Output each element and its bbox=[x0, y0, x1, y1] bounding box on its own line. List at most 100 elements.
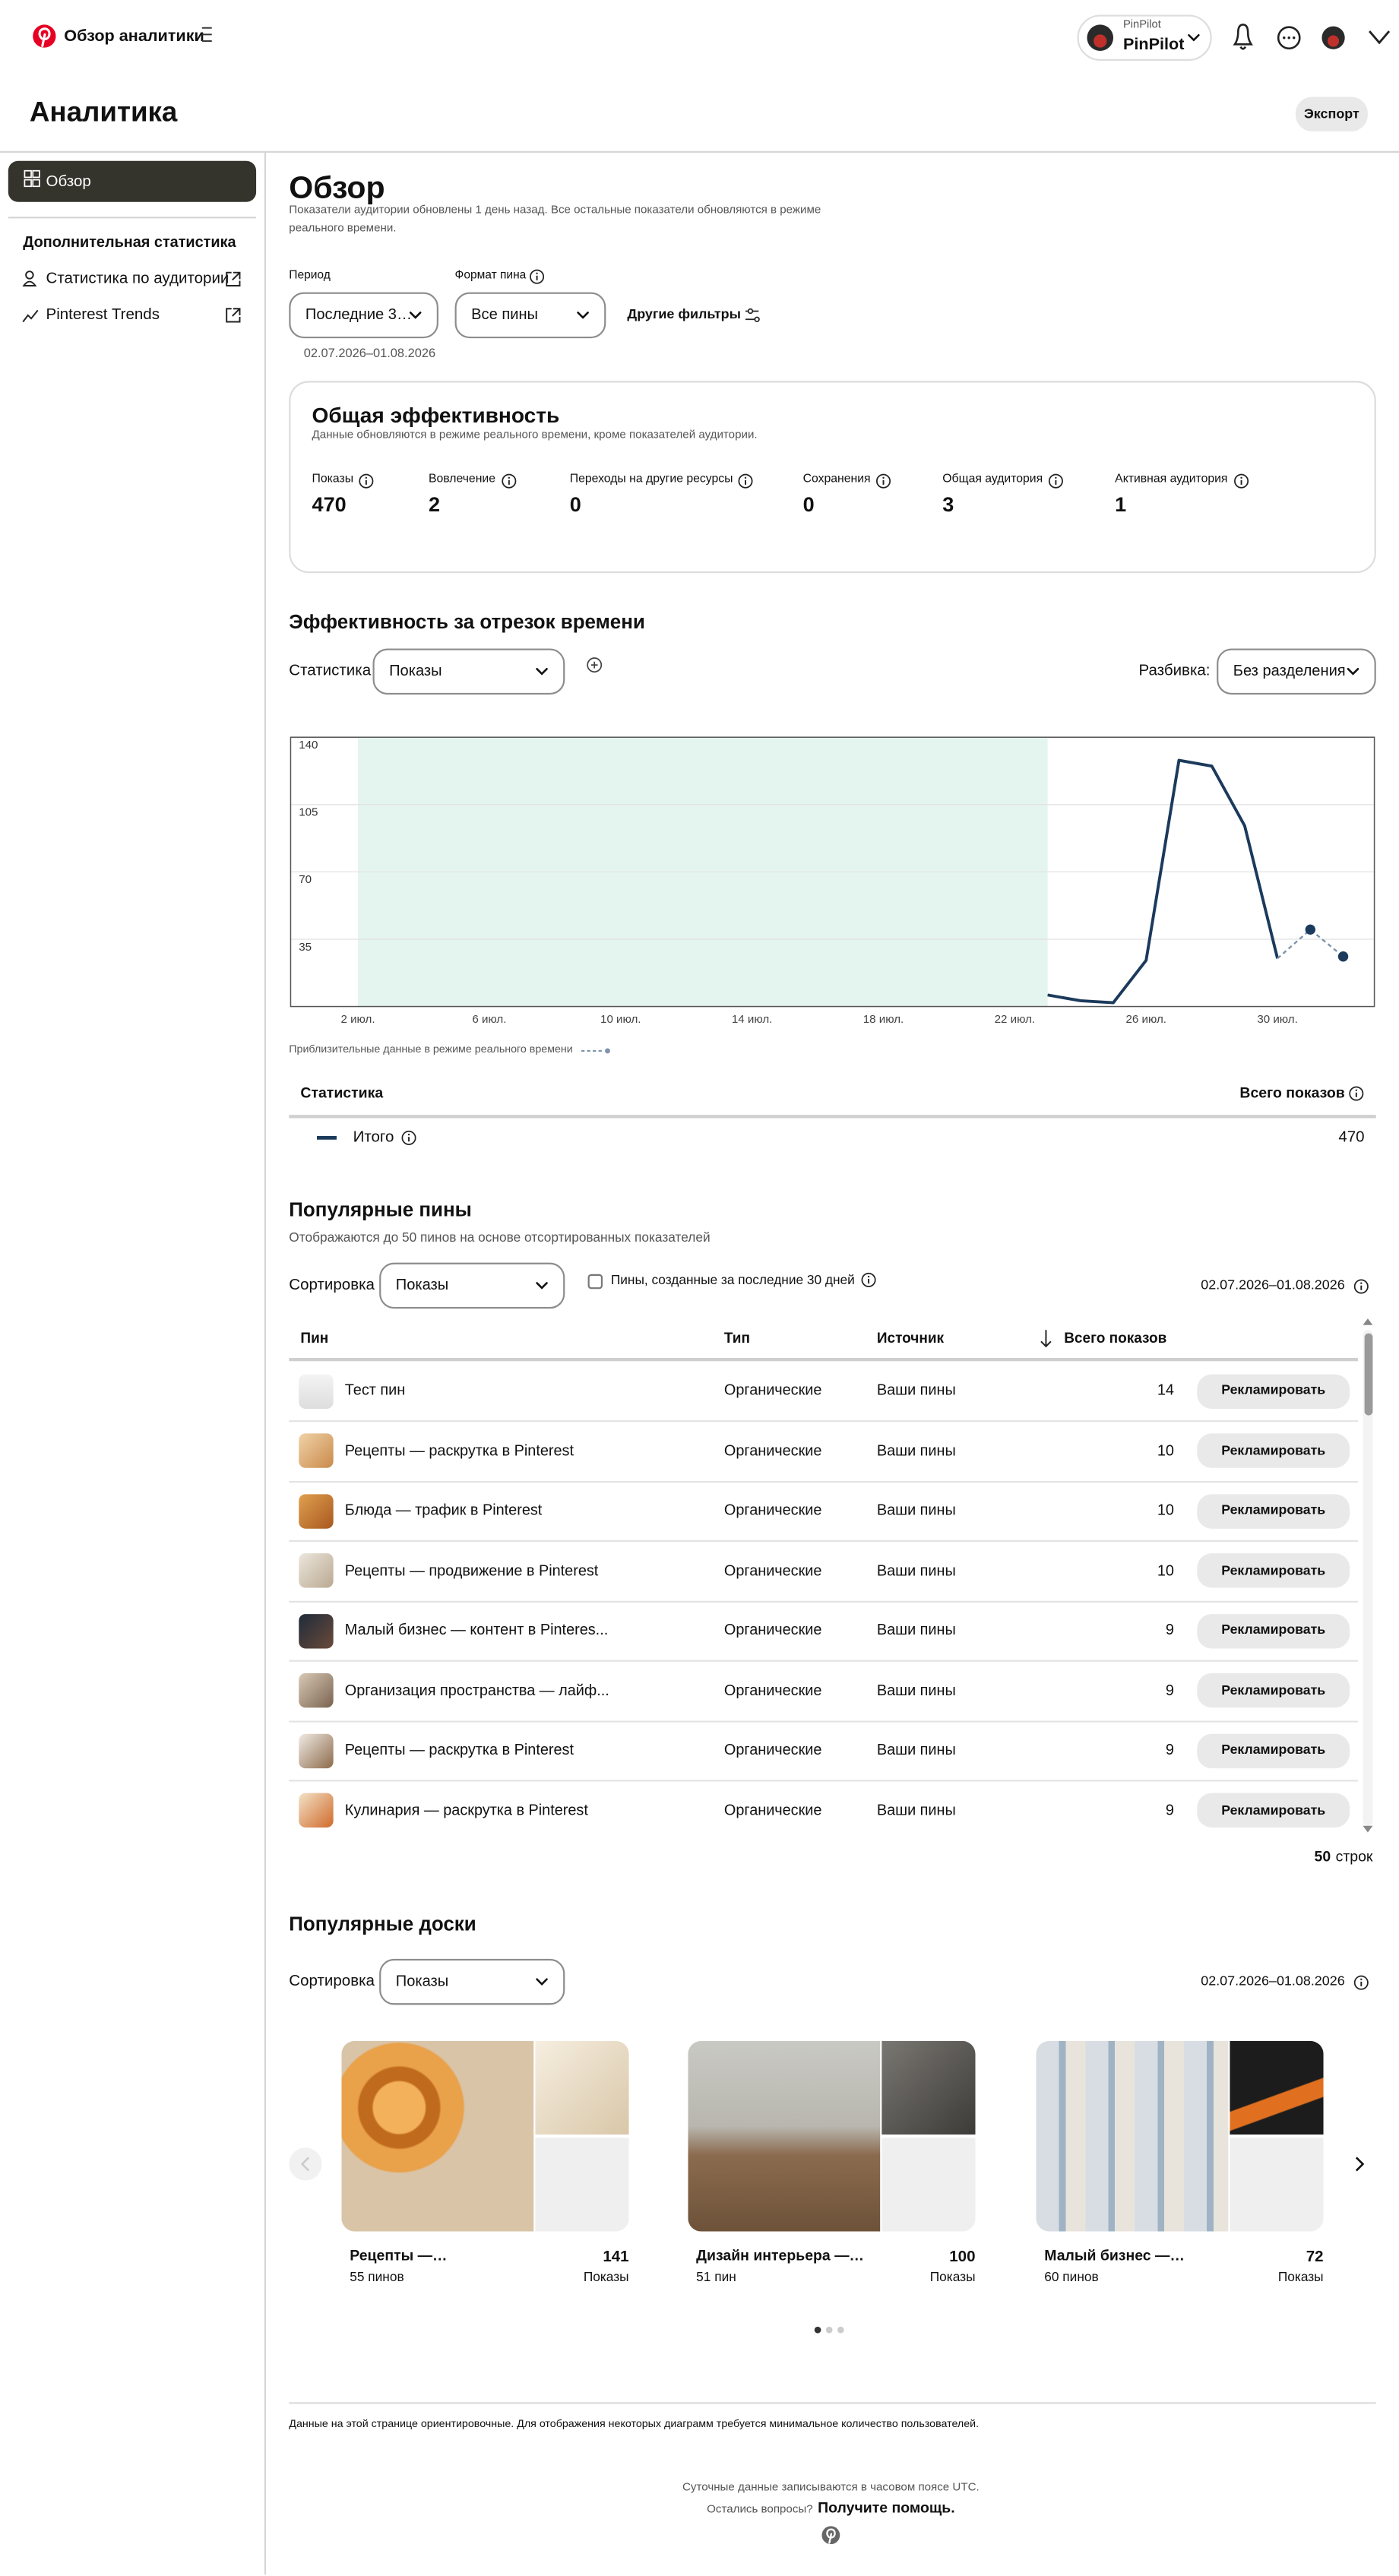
metric-dropdown-value[interactable]: Показы bbox=[389, 662, 442, 679]
pin-thumbnail[interactable] bbox=[299, 1433, 334, 1468]
promote-label[interactable]: Рекламировать bbox=[1221, 1802, 1326, 1818]
board-cover[interactable] bbox=[341, 2040, 629, 2232]
pin-title[interactable]: Тест пин bbox=[344, 1381, 406, 1398]
pinterest-logo-mark bbox=[826, 2528, 836, 2544]
pin-thumbnail[interactable] bbox=[299, 1673, 334, 1708]
board-name[interactable]: Дизайн интерьера —… bbox=[696, 2247, 865, 2264]
table-header-rule bbox=[289, 1115, 1376, 1119]
pin-title[interactable]: Блюда — трафик в Pinterest bbox=[344, 1502, 543, 1518]
sort-dropdown[interactable] bbox=[379, 1958, 565, 2005]
x-tick-label: 22 июл. bbox=[995, 1013, 1035, 1026]
promote-button[interactable] bbox=[1197, 1433, 1350, 1468]
board-name[interactable]: Рецепты —… bbox=[350, 2247, 448, 2264]
promote-label[interactable]: Рекламировать bbox=[1221, 1502, 1326, 1517]
table-header[interactable]: Всего показов bbox=[1064, 1329, 1167, 1347]
sidebar-link[interactable]: Статистика по аудитории bbox=[46, 270, 229, 288]
pin-thumbnail[interactable] bbox=[299, 1553, 334, 1588]
pin-thumbnail[interactable] bbox=[299, 1493, 334, 1528]
split-dropdown-value[interactable]: Без разделения bbox=[1233, 662, 1346, 679]
pin-title[interactable]: Рецепты — раскрутка в Pinterest bbox=[344, 1441, 574, 1458]
sort-dropdown-value[interactable]: Показы bbox=[395, 1973, 449, 1989]
promote-button[interactable] bbox=[1197, 1613, 1350, 1648]
table-header: Источник bbox=[876, 1329, 945, 1347]
format-dropdown-value[interactable]: Все пины bbox=[471, 305, 538, 323]
section-subtitle: Отображаются до 50 пинов на основе отсор… bbox=[289, 1229, 711, 1245]
promote-label[interactable]: Рекламировать bbox=[1221, 1442, 1326, 1457]
nav-overview-label[interactable]: Обзор bbox=[46, 172, 91, 191]
pin-thumbnail[interactable] bbox=[299, 1793, 334, 1828]
pin-thumbnail[interactable] bbox=[299, 1373, 334, 1408]
export-button[interactable] bbox=[1295, 97, 1368, 131]
pin-title[interactable]: Малый бизнес — контент в Pinteres... bbox=[344, 1622, 609, 1638]
scrollbar-thumb[interactable] bbox=[1363, 1333, 1372, 1416]
audience-icon-body bbox=[22, 280, 37, 286]
pin-source: Ваши пины bbox=[876, 1562, 956, 1578]
checkbox-label[interactable]: Пины, созданные за последние 30 дней bbox=[610, 1273, 855, 1288]
account-name: PinPilot bbox=[1122, 36, 1185, 55]
pin-thumbnail[interactable] bbox=[299, 1733, 334, 1768]
board-pin-count: 55 пинов bbox=[350, 2269, 404, 2285]
account-switcher[interactable] bbox=[1077, 14, 1212, 61]
pin-title[interactable]: Организация пространства — лайф... bbox=[344, 1682, 609, 1698]
line-series bbox=[1047, 758, 1279, 1005]
performance-card bbox=[289, 381, 1376, 574]
promote-button[interactable] bbox=[1197, 1673, 1350, 1708]
sort-dropdown[interactable] bbox=[379, 1262, 565, 1309]
promote-label[interactable]: Рекламировать bbox=[1221, 1562, 1326, 1578]
recent-pins-checkbox[interactable] bbox=[587, 1274, 603, 1290]
scrollbar-track[interactable] bbox=[1363, 1330, 1373, 1826]
header-divider bbox=[0, 150, 1399, 153]
promote-button[interactable] bbox=[1197, 1733, 1350, 1768]
sidebar-link[interactable]: Pinterest Trends bbox=[46, 305, 160, 324]
table-row-label: Итого bbox=[353, 1128, 394, 1147]
board-value: 100 bbox=[949, 2248, 976, 2267]
promote-button[interactable] bbox=[1197, 1373, 1350, 1408]
pin-source: Ваши пины bbox=[876, 1502, 956, 1518]
split-dropdown[interactable] bbox=[1217, 648, 1376, 695]
pin-thumbnail[interactable] bbox=[299, 1613, 334, 1648]
info-icon bbox=[530, 269, 545, 284]
board-cover[interactable] bbox=[688, 2040, 976, 2232]
nav-overview[interactable] bbox=[8, 160, 257, 202]
board-name[interactable]: Малый бизнес —… bbox=[1044, 2247, 1185, 2264]
board-main-image bbox=[341, 2040, 534, 2232]
promote-button[interactable] bbox=[1197, 1793, 1350, 1828]
pin-type: Органические bbox=[723, 1622, 822, 1638]
row-separator bbox=[289, 1480, 1358, 1483]
carousel-next[interactable] bbox=[1344, 2147, 1376, 2180]
export-label[interactable]: Экспорт bbox=[1304, 104, 1359, 121]
promote-button[interactable] bbox=[1197, 1553, 1350, 1588]
pin-source: Ваши пины bbox=[876, 1682, 956, 1698]
carousel-dot bbox=[837, 2326, 844, 2334]
pin-title[interactable]: Кулинария — раскрутка в Pinterest bbox=[344, 1802, 588, 1818]
promote-button[interactable] bbox=[1197, 1493, 1350, 1528]
table-header: Пин bbox=[300, 1329, 329, 1347]
period-dropdown-value[interactable]: Последние 3… bbox=[305, 305, 413, 323]
promote-label[interactable]: Рекламировать bbox=[1221, 1382, 1326, 1398]
promote-label[interactable]: Рекламировать bbox=[1221, 1682, 1326, 1698]
pin-title[interactable]: Рецепты — продвижение в Pinterest bbox=[344, 1562, 599, 1578]
section-title: Эффективность за отрезок времени bbox=[289, 610, 645, 634]
format-dropdown[interactable] bbox=[454, 292, 606, 339]
metric-label: Общая аудитория bbox=[942, 470, 1043, 486]
date-range: 02.07.2026–01.08.2026 bbox=[1201, 1275, 1345, 1293]
date-range: 02.07.2026–01.08.2026 bbox=[303, 345, 436, 361]
sort-dropdown-value[interactable]: Показы bbox=[395, 1276, 449, 1293]
table-row-value: 470 bbox=[1338, 1128, 1365, 1147]
more-filters[interactable]: Другие фильтры bbox=[627, 305, 741, 322]
help-link[interactable]: Получите помощь. bbox=[818, 2499, 955, 2517]
section-subtitle: реального времени. bbox=[289, 223, 397, 235]
sidebar-separator bbox=[8, 217, 257, 219]
row-count-number: 50 bbox=[1314, 1848, 1331, 1865]
metric-dropdown[interactable] bbox=[372, 648, 565, 695]
promote-label[interactable]: Рекламировать bbox=[1221, 1742, 1326, 1758]
pin-title[interactable]: Рецепты — раскрутка в Pinterest bbox=[344, 1742, 574, 1758]
board-cover[interactable] bbox=[1036, 2040, 1324, 2232]
info-icon-dot bbox=[1360, 1282, 1363, 1284]
x-tick-label: 6 июл. bbox=[472, 1013, 506, 1026]
scroll-up-icon bbox=[1363, 1318, 1373, 1325]
promote-label[interactable]: Рекламировать bbox=[1221, 1622, 1326, 1638]
carousel-prev[interactable] bbox=[289, 2147, 322, 2181]
period-dropdown[interactable] bbox=[289, 292, 438, 339]
